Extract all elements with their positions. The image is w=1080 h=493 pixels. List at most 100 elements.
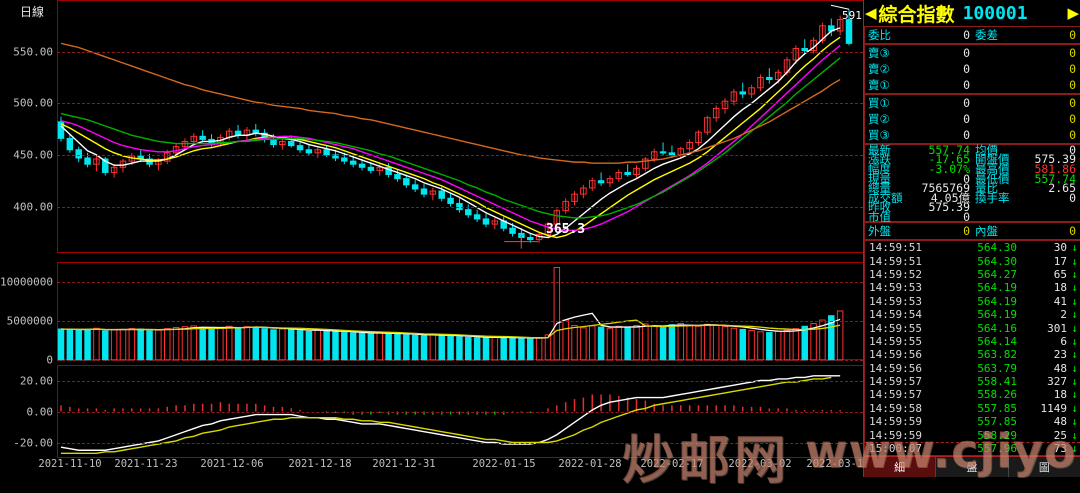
stat-label-left: 昨收 <box>868 200 891 215</box>
sell-order-level-label: 賣① <box>868 78 890 92</box>
sell-order-level-label: 賣③ <box>868 46 890 60</box>
buy-order-row[interactable]: 買① 0 0 <box>865 95 1080 111</box>
axis-tick-label: 10000000 <box>0 275 53 289</box>
sell-orders-box[interactable]: 賣③ 0 0 賣② 0 0 賣① 0 0 <box>864 44 1080 94</box>
tick-time: 14:59:56 <box>869 348 922 362</box>
tick-row[interactable]: 14:59:51 564.30 17 ↓ <box>865 254 1080 268</box>
tick-row[interactable]: 14:59:58 557.85 1149 ↓ <box>865 402 1080 415</box>
volume-chart-panel[interactable]: 10000000 5000000 0 <box>0 262 863 367</box>
quote-panel: ◀ 綜合指數 100001 ▶ 委比 0 委差 0 賣③ 0 0 賣② 0 0 賣① 0 0 買… <box>863 0 1080 477</box>
gridline <box>57 154 863 156</box>
sell-order-row[interactable]: 賣① 0 0 <box>865 77 1080 93</box>
tick-time: 14:59:51 <box>869 241 922 255</box>
quote-tab-圖[interactable]: 圖 <box>1008 457 1080 477</box>
axis-tick-label: -20.00 <box>13 436 53 449</box>
tick-time: 14:59:56 <box>869 361 922 375</box>
tick-volume: 41 <box>1053 294 1067 308</box>
sell-order-volume: 0 <box>1069 46 1076 60</box>
tick-price: 563.82 <box>977 348 1017 362</box>
macd-chart-panel[interactable]: 20.00 0.00 -20.00 <box>0 365 863 458</box>
quote-tab-細[interactable]: 細 <box>864 457 937 477</box>
macd-series-svg <box>60 375 841 455</box>
stat-value-left: -3.07% <box>928 161 970 176</box>
x-axis-tick: 2022-01-28 <box>558 458 622 470</box>
stat-value-left: 575.39 <box>928 200 970 215</box>
quote-panel-tabs[interactable]: 細盤圖 <box>864 456 1080 477</box>
chart-region[interactable]: 日線 550.00 500.00 450.00 400.00 365.3 591 10… <box>0 0 870 477</box>
stat-label-left: 市值 <box>868 209 891 224</box>
tick-volume: 18 <box>1053 388 1067 402</box>
sell-order-row[interactable]: 賣② 0 0 <box>865 61 1080 77</box>
tick-price: 564.16 <box>977 321 1017 335</box>
sell-order-row[interactable]: 賣③ 0 0 <box>865 45 1080 61</box>
tick-row[interactable]: 14:59:53 564.19 18 ↓ <box>865 281 1080 294</box>
tick-row[interactable]: 14:59:55 564.16 301 ↓ <box>865 321 1080 335</box>
last-price-tag: 591 <box>842 9 862 22</box>
tick-row[interactable]: 14:59:51 564.30 30 ↓ <box>865 241 1080 254</box>
tick-time: 14:59:59 <box>869 415 922 429</box>
tick-row[interactable]: 14:59:53 564.19 41 ↓ <box>865 295 1080 308</box>
price-plot-area[interactable] <box>57 0 863 253</box>
buy-order-price: 0 <box>963 128 970 142</box>
quote-stat-row: 幅度 -3.07% 最高價 581.86 <box>865 161 1080 176</box>
tick-time: 14:59:53 <box>869 281 922 295</box>
price-chart-panel[interactable]: 日線 550.00 500.00 450.00 400.00 365.3 591 <box>0 0 863 253</box>
tick-direction-icon: ↓ <box>1071 308 1078 322</box>
quote-tab-盤[interactable]: 盤 <box>936 457 1009 477</box>
quote-stat-row: 成交額 4.05億 換手率 0 <box>865 190 1080 205</box>
tick-row[interactable]: 15:00:07 557.96 73 ↓ <box>865 442 1080 455</box>
tick-price: 564.27 <box>977 267 1017 281</box>
tick-row[interactable]: 14:59:57 558.41 327 ↓ <box>865 375 1080 388</box>
x-axis-tick: 2021-11-23 <box>114 458 178 470</box>
quote-stats-box: 最新 557.74 均價 0 漲跌 -17.65 開盤價 575.39 幅度 -3.07% 最高價 5… <box>864 143 1080 224</box>
session-separator <box>865 442 1080 443</box>
tick-price: 564.19 <box>977 294 1017 308</box>
tick-row[interactable]: 14:59:57 558.26 18 ↓ <box>865 388 1080 401</box>
tick-row[interactable]: 14:59:59 557.85 48 ↓ <box>865 415 1080 428</box>
tick-price: 557.85 <box>977 401 1017 415</box>
buy-order-row[interactable]: 買③ 0 0 <box>865 127 1080 143</box>
gridline <box>57 380 863 382</box>
tick-volume: 1149 <box>1040 401 1068 415</box>
stat-value-left: 0 <box>963 209 970 224</box>
inner-volume-label: 內盤 <box>975 224 998 238</box>
buy-order-row[interactable]: 買② 0 0 <box>865 111 1080 127</box>
stat-value-right: 0 <box>1069 190 1076 205</box>
tick-row[interactable]: 14:59:55 564.14 6 ↓ <box>865 335 1080 348</box>
tick-row[interactable]: 14:59:52 564.27 65 ↓ <box>865 268 1080 281</box>
tick-time: 14:59:57 <box>869 388 922 402</box>
axis-tick-label: 550.00 <box>13 45 53 59</box>
buy-order-level-label: 買② <box>868 112 890 126</box>
next-security-button[interactable]: ▶ <box>1067 3 1079 22</box>
tick-direction-icon: ↓ <box>1071 401 1078 415</box>
tick-volume: 2 <box>1060 308 1067 322</box>
tick-direction-icon: ↓ <box>1071 321 1078 335</box>
tick-row[interactable]: 14:59:59 558.29 25 ↓ <box>865 428 1080 442</box>
gridline <box>57 360 863 361</box>
tick-row[interactable]: 14:59:54 564.19 2 ↓ <box>865 308 1080 321</box>
tick-time: 14:59:57 <box>869 375 922 389</box>
tick-volume: 301 <box>1047 321 1067 335</box>
tick-time: 14:59:52 <box>869 267 922 281</box>
quote-stat-row: 最新 557.74 均價 0 <box>865 143 1080 157</box>
tick-list[interactable]: 14:59:51 564.30 30 ↓ 14:59:51 564.30 17 ↓ 14:59:… <box>864 240 1080 456</box>
tick-time: 14:59:55 <box>869 334 922 348</box>
buy-order-level-label: 買③ <box>868 128 890 142</box>
tick-direction-icon: ↓ <box>1071 254 1078 268</box>
axis-tick-label: 5000000 <box>6 314 53 328</box>
stat-value-left: 7565769 <box>921 181 970 196</box>
tick-price: 558.26 <box>977 388 1017 402</box>
tick-row[interactable]: 14:59:56 563.82 23 ↓ <box>865 348 1080 361</box>
tick-row[interactable]: 14:59:56 563.79 48 ↓ <box>865 362 1080 375</box>
prev-security-button[interactable]: ◀ <box>865 3 877 22</box>
stat-value-left: -17.65 <box>928 152 970 167</box>
axis-tick-label: 450.00 <box>13 148 53 162</box>
security-code: 100001 <box>962 2 1028 24</box>
quote-stat-row: 昨收 575.39 <box>865 200 1080 215</box>
tick-direction-icon: ↓ <box>1071 415 1078 429</box>
gridline <box>57 281 863 283</box>
buy-orders-box[interactable]: 買① 0 0 買② 0 0 買③ 0 0 <box>864 94 1080 144</box>
x-axis-tick: 2021-12-06 <box>200 458 264 470</box>
tick-direction-icon: ↓ <box>1071 361 1078 375</box>
tick-price: 558.29 <box>977 428 1017 442</box>
